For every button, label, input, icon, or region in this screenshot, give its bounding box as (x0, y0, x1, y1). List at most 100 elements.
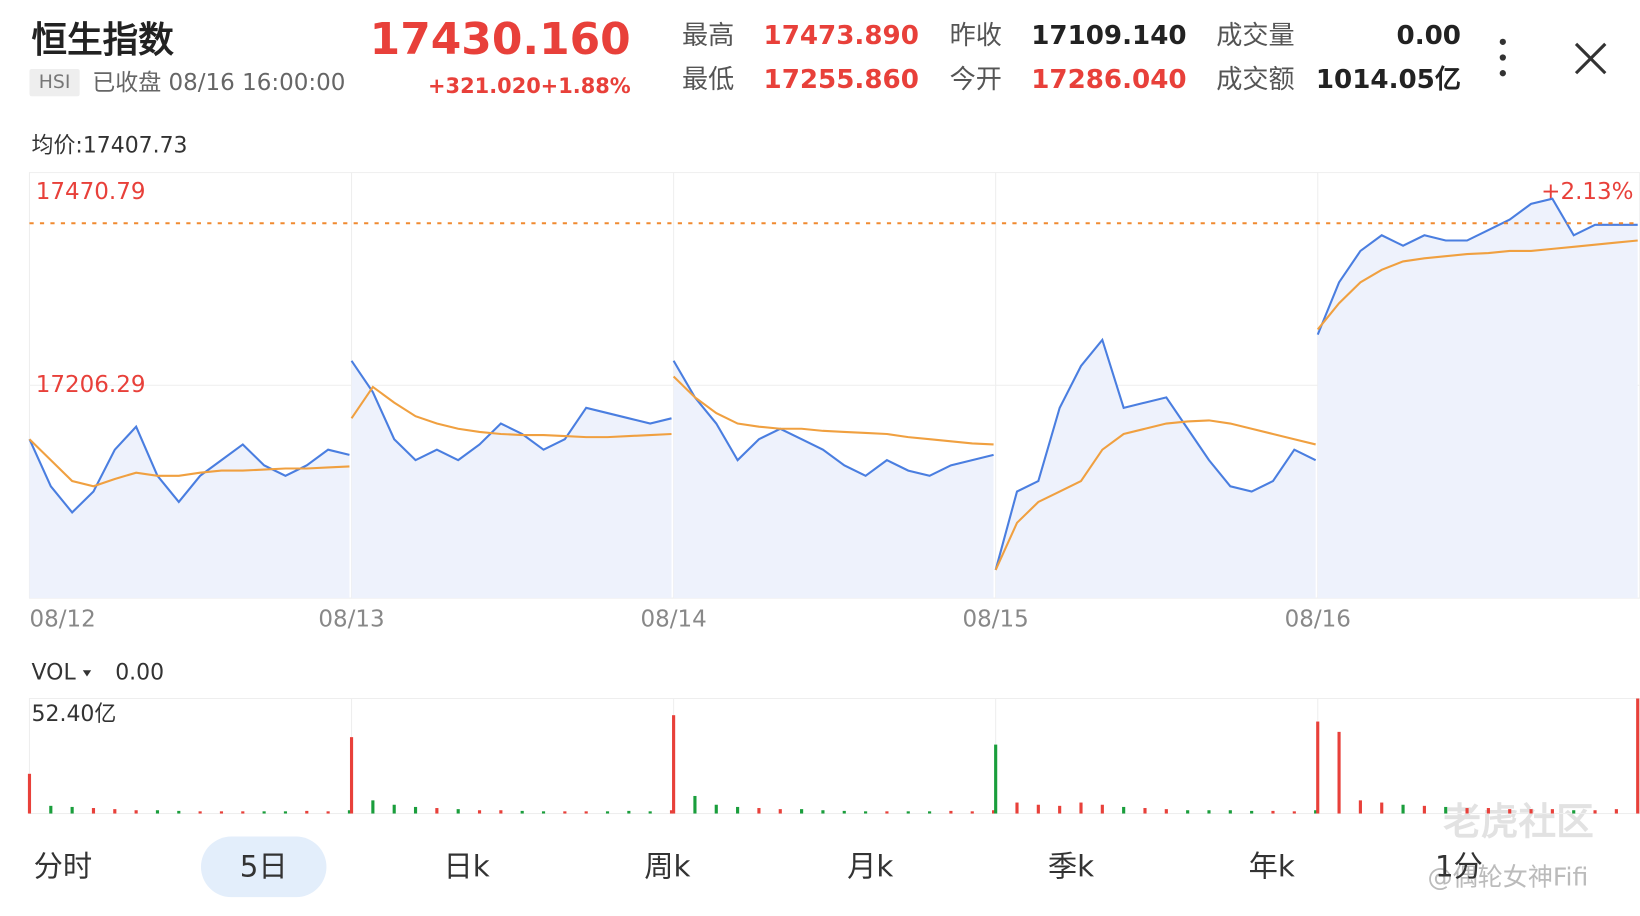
price-area (1317, 198, 1638, 599)
change-pct: +1.88% (541, 74, 631, 98)
volume-bar (1228, 810, 1232, 814)
x-tick-label: 08/14 (640, 607, 706, 633)
volume-bar (563, 811, 567, 814)
volume-bar (1122, 806, 1126, 814)
volume-bar (906, 811, 910, 814)
volume-bar (1186, 810, 1190, 814)
price-line (28, 424, 350, 514)
change: +321.020 (428, 74, 541, 98)
avg-label: 均价: (32, 133, 83, 158)
volume-bar (499, 810, 503, 814)
stat-value: 0.00 (1397, 21, 1461, 51)
avg-value: 17407.73 (83, 133, 188, 158)
watermark-user: @偶轮女神Fifi (1428, 862, 1589, 891)
volume-bar (669, 810, 674, 814)
volume-bar (821, 810, 825, 814)
volume-bar (842, 810, 846, 814)
volume-bar (1593, 810, 1597, 814)
volume-bar (70, 806, 74, 814)
stat-value: 17255.860 (764, 65, 919, 95)
avg-line (672, 375, 994, 446)
volume-bar (349, 737, 354, 814)
volume-bar (800, 809, 804, 814)
tab-selected-bg (200, 836, 327, 898)
volume-bar (134, 810, 138, 814)
volume-bar (49, 805, 53, 814)
volume-bar (1636, 698, 1640, 814)
volume-bar (672, 715, 676, 814)
avg-line (1316, 239, 1638, 331)
tab[interactable]: 月k (847, 849, 893, 883)
tab[interactable]: 周k (644, 849, 690, 883)
volume-bar (1316, 721, 1320, 814)
volume-bar (1529, 809, 1533, 814)
volume-bar (994, 744, 998, 814)
index-code: HSI (39, 72, 71, 93)
stat-label: 成交额 (1216, 65, 1294, 95)
price-area (673, 360, 994, 599)
volume-bar (1164, 809, 1168, 814)
volume-bar (928, 811, 932, 814)
price: 17430.160 (370, 14, 631, 65)
volume-bar (992, 810, 996, 814)
volume-bar (1143, 808, 1147, 814)
avg-line (28, 438, 350, 488)
volume-bar (757, 808, 761, 814)
tab[interactable]: 年k (1249, 849, 1295, 883)
price-area (351, 360, 672, 599)
vol-label: VOL (32, 660, 77, 685)
volume-bar (1250, 810, 1254, 814)
stat-label: 成交量 (1216, 21, 1294, 51)
volume-bar (305, 810, 309, 814)
avg-line (350, 385, 672, 439)
vol-value: 0.00 (115, 660, 164, 685)
volume-bar (1550, 809, 1554, 814)
volume-bar (241, 811, 245, 814)
price-area (995, 339, 1316, 599)
volume-bar (1486, 808, 1490, 814)
code-badge (29, 69, 80, 97)
volume-bar (477, 810, 482, 814)
index-name: 恒生指数 (32, 20, 175, 61)
volume-bar (864, 811, 868, 814)
volume-bar (1465, 808, 1469, 814)
volume-bar (91, 808, 96, 814)
tab[interactable]: 1分 (1435, 849, 1483, 883)
volume-bar (326, 811, 330, 814)
tab[interactable]: 日k (443, 849, 489, 883)
volume-bar (1036, 804, 1040, 814)
more-button[interactable] (1499, 38, 1506, 77)
volume-bar (27, 773, 32, 814)
stat-label: 最低 (682, 65, 734, 95)
volume-bar (736, 806, 740, 814)
volume-bar (693, 795, 697, 814)
tab[interactable]: 季k (1048, 849, 1094, 883)
volume-bar (198, 811, 202, 814)
volume-bar (113, 809, 117, 814)
volume-bar (1422, 805, 1426, 814)
volume-bar (520, 810, 524, 814)
volume-bar (435, 808, 439, 814)
vol-dropdown[interactable] (82, 670, 92, 677)
volume-bar (1292, 811, 1296, 814)
volume-bar (885, 811, 889, 814)
volume-bar (347, 810, 352, 814)
volume-bar (1337, 731, 1341, 814)
volume-bar (262, 811, 266, 814)
volume-bar (392, 804, 396, 814)
volume-bar (714, 804, 718, 814)
stat-label: 昨收 (950, 21, 1002, 51)
x-tick-label: 08/13 (318, 607, 384, 633)
price-line (994, 337, 1317, 571)
y2-tick-label: +2.13% (1541, 179, 1633, 205)
close-button[interactable] (1574, 42, 1607, 75)
volume-bar (1079, 802, 1083, 814)
avg-line (994, 419, 1316, 571)
volume-bar (1614, 809, 1618, 814)
x-tick-label: 08/16 (1285, 607, 1351, 633)
tab[interactable]: 5日 (240, 849, 288, 883)
volume-bar (456, 809, 460, 814)
price-line (1316, 197, 1638, 336)
tab[interactable]: 分时 (34, 849, 93, 883)
